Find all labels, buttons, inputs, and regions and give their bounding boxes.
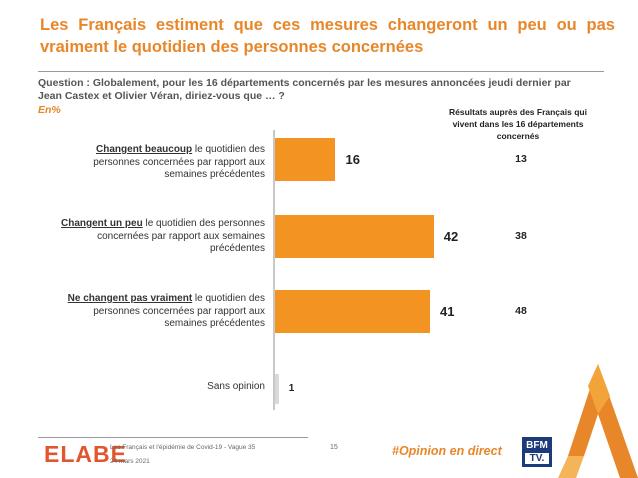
category-label: Ne changent pas vraiment le quotidien de… bbox=[55, 293, 265, 331]
bar bbox=[275, 290, 430, 333]
subgroup-value: 38 bbox=[515, 230, 527, 242]
survey-question: Question : Globalement, pour les 16 dépa… bbox=[38, 77, 571, 102]
subgroup-header: Résultats auprès des Français qui vivent… bbox=[449, 107, 587, 141]
category-label-text: Sans opinion bbox=[207, 381, 265, 392]
category-label-emphasis: Changent beaucoup bbox=[96, 144, 193, 155]
category-label-text: le quotidien des personnes concernées pa… bbox=[97, 218, 265, 254]
data-label: 41 bbox=[440, 304, 455, 319]
elabe-logo: ELABE bbox=[44, 441, 127, 468]
bfmtv-logo: BFM TV. bbox=[522, 437, 552, 467]
category-axis bbox=[273, 130, 275, 410]
category-label-emphasis: Changent un peu bbox=[61, 218, 143, 229]
bar bbox=[275, 215, 434, 258]
title-divider bbox=[38, 71, 604, 72]
data-label: 42 bbox=[443, 229, 459, 244]
hashtag: #Opinion en direct bbox=[392, 444, 502, 458]
decorative-logo-shape bbox=[558, 364, 638, 478]
category-label-text: le quotidien des personnes concernées pa… bbox=[93, 144, 265, 180]
category-label: Changent un peu le quotidien des personn… bbox=[55, 218, 265, 256]
category-label: Changent beaucoup le quotidien des perso… bbox=[55, 144, 265, 182]
footer-date: 24 mars 2021 bbox=[110, 458, 150, 465]
unit-label: En% bbox=[38, 104, 61, 116]
category-label-emphasis: Ne changent pas vraiment bbox=[67, 293, 193, 304]
footer-study: Les Français et l'épidémie de Covid-19 -… bbox=[110, 444, 256, 451]
footer-divider bbox=[38, 437, 308, 438]
subgroup-value: 13 bbox=[515, 153, 527, 165]
data-label: 16 bbox=[345, 152, 360, 167]
page-title: Les Français estiment que ces mesures ch… bbox=[40, 16, 615, 56]
subgroup-value: 48 bbox=[515, 305, 527, 317]
category-label: Sans opinion bbox=[55, 381, 265, 394]
bfm-text: BFM bbox=[526, 440, 548, 451]
category-label-text: le quotidien des personnes concernées pa… bbox=[93, 293, 265, 329]
bar bbox=[275, 374, 279, 404]
data-label: 1 bbox=[288, 383, 295, 394]
bar bbox=[275, 138, 336, 181]
logo-text: ELABE bbox=[44, 441, 127, 467]
page-number: 15 bbox=[330, 444, 338, 451]
tv-text: TV. bbox=[525, 453, 549, 464]
